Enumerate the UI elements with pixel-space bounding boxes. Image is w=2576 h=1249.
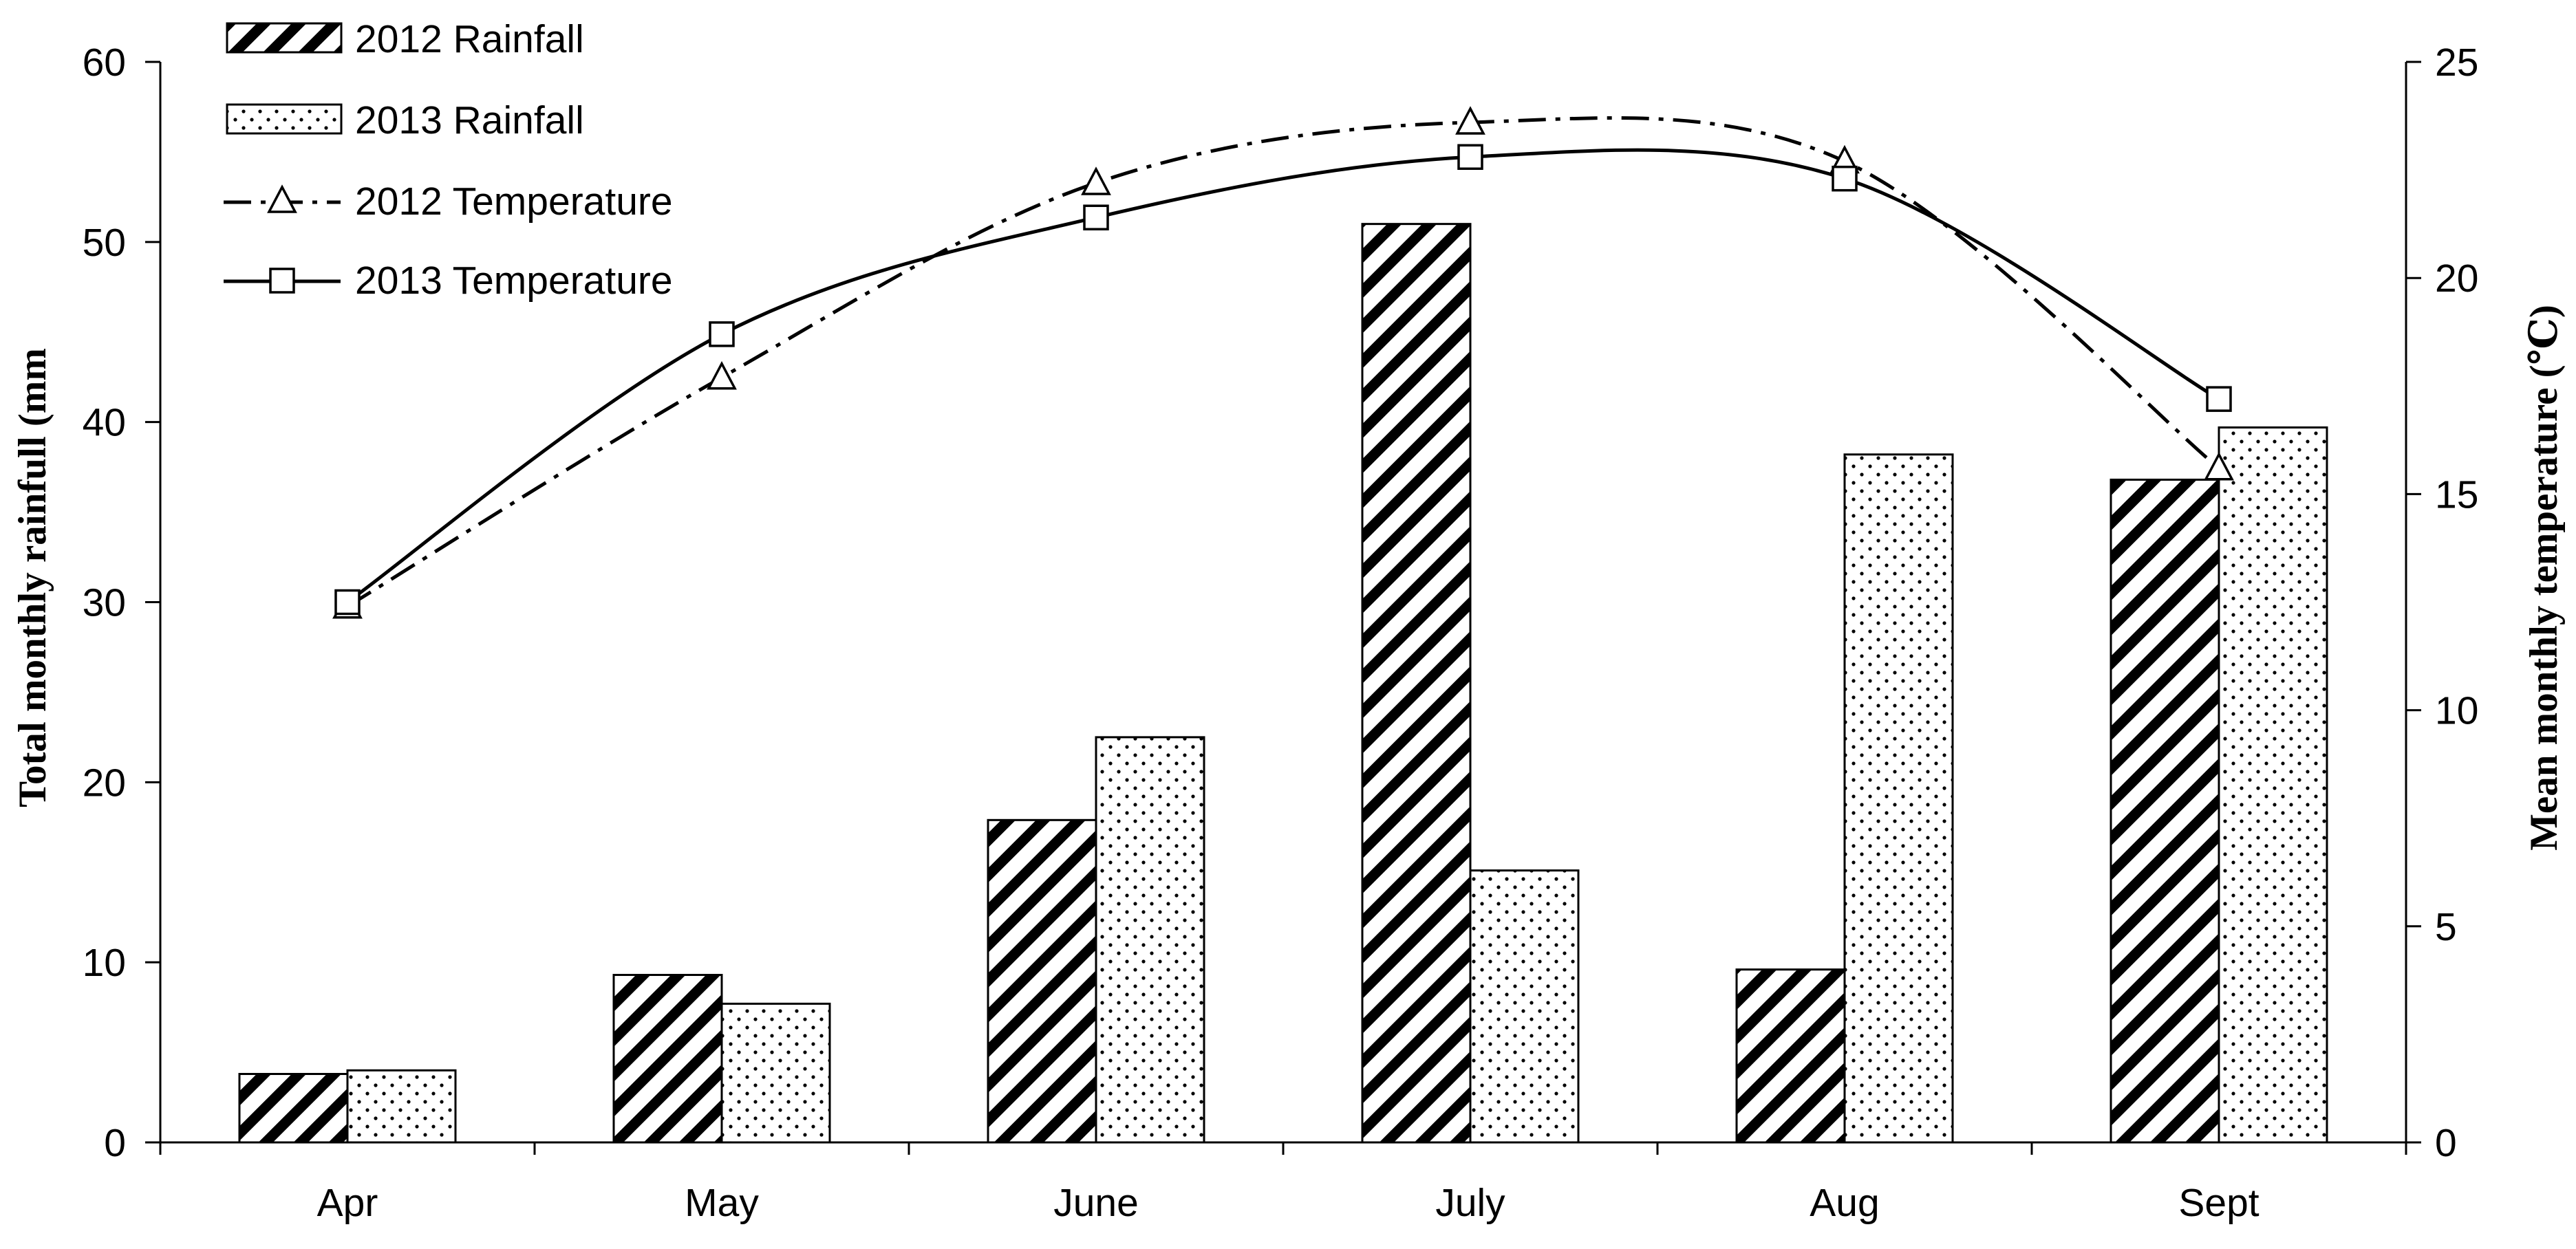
markers-layer (332, 106, 2234, 619)
bar-2012-rainfall-sept (2110, 478, 2220, 1144)
marker-2013-temperature-june (1083, 204, 1109, 230)
bar-2012-rainfall-july (1361, 223, 1472, 1144)
marker-2013-temperature-apr (334, 589, 361, 616)
bars-layer (238, 223, 2328, 1144)
marker-2012-temperature-may (707, 360, 737, 390)
marker-2013-temperature-may (709, 321, 735, 347)
lines-layer (346, 116, 2220, 608)
bar-2013-rainfall-may (720, 1002, 831, 1144)
axes-layer (145, 61, 2421, 1155)
right-tick-label: 0 (2435, 1121, 2457, 1165)
left-tick-label: 20 (83, 761, 126, 805)
line-2013-temperature (346, 148, 2220, 604)
x-tick-label: July (1435, 1181, 1505, 1225)
bar-2012-rainfall-aug (1735, 968, 1846, 1144)
legend-label-2013-rainfall: 2013 Rainfall (355, 98, 584, 142)
right-tick-label: 25 (2435, 41, 2478, 85)
x-tick-label: Sept (2178, 1181, 2259, 1225)
x-axis-tick-labels: Apr May June July Aug Sept (317, 1181, 2260, 1225)
marker-2013-temperature-aug (1832, 165, 1858, 192)
left-axis-title: Total monthly rainfull (mm (11, 348, 54, 807)
legend-label-2012-rainfall: 2012 Rainfall (355, 17, 584, 61)
marker-2013-temperature-july (1457, 144, 1483, 170)
bar-2012-rainfall-apr (238, 1073, 349, 1144)
marker-2013-temperature-sept (2206, 386, 2232, 412)
left-tick-label: 50 (83, 221, 126, 265)
left-tick-label: 60 (83, 41, 126, 85)
x-tick-label: Aug (1810, 1181, 1879, 1225)
line-2012-temperature (346, 116, 2220, 608)
marker-2012-temperature-june (1081, 166, 1111, 195)
left-tick-label: 10 (83, 941, 126, 985)
left-axis-tick-labels: 0 10 20 30 40 50 60 (83, 41, 126, 1165)
bar-2013-rainfall-aug (1843, 453, 1954, 1144)
legend: 2012 Rainfall 2013 Rainfall 2012 Tempera… (224, 17, 673, 303)
legend-swatch-2013-rainfall (226, 103, 343, 135)
right-tick-label: 20 (2435, 257, 2478, 301)
bar-2013-rainfall-july (1469, 869, 1580, 1144)
marker-2012-temperature-july (1455, 106, 1485, 135)
x-tick-label: Apr (317, 1181, 378, 1225)
left-tick-label: 30 (83, 581, 126, 625)
legend-square-marker-icon (269, 268, 295, 294)
x-tick-label: June (1053, 1181, 1139, 1225)
bar-2012-rainfall-june (987, 818, 1097, 1144)
right-tick-label: 15 (2435, 473, 2478, 517)
bar-2012-rainfall-may (612, 973, 723, 1144)
x-tick-label: May (685, 1181, 759, 1225)
right-tick-label: 10 (2435, 689, 2478, 733)
left-tick-label: 40 (83, 401, 126, 445)
right-tick-label: 5 (2435, 905, 2457, 949)
legend-swatch-2012-rainfall (226, 22, 343, 54)
bar-2013-rainfall-june (1095, 736, 1205, 1144)
legend-triangle-marker-icon (267, 184, 297, 213)
left-tick-label: 0 (104, 1121, 126, 1165)
bar-2013-rainfall-apr (346, 1069, 457, 1144)
right-axis-title: Mean monthly temperature (℃) (2522, 305, 2566, 851)
bar-2013-rainfall-sept (2218, 426, 2328, 1144)
legend-label-2012-temperature: 2012 Temperature (355, 180, 673, 224)
right-axis-tick-labels: 0 5 10 15 20 25 (2435, 41, 2478, 1165)
legend-label-2013-temperature: 2013 Temperature (355, 259, 673, 303)
marker-2012-temperature-sept (2204, 451, 2234, 481)
